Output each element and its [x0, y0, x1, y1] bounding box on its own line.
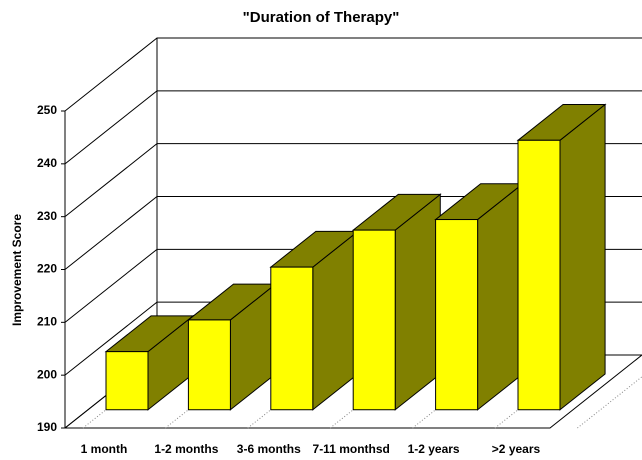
y-tick-label: 190 [37, 420, 57, 434]
grid-line [64, 143, 642, 218]
chart-title: "Duration of Therapy" [243, 9, 400, 26]
bar [105, 351, 149, 411]
x-tick-label: 1-2 years [408, 442, 460, 456]
grid-line [64, 37, 642, 112]
y-tick-label: 220 [37, 262, 57, 276]
bar [187, 319, 231, 411]
y-tick-label: 250 [37, 103, 57, 117]
bar-side [559, 103, 606, 411]
y-tick-label: 200 [37, 367, 57, 381]
bar [270, 266, 314, 411]
x-tick-label: >2 years [492, 442, 541, 456]
floor-front [65, 354, 642, 429]
x-tick-label: 3-6 months [237, 442, 301, 456]
y-tick-label: 240 [37, 156, 57, 170]
bar [517, 139, 561, 411]
x-tick-label: 1-2 months [154, 442, 218, 456]
bar-side [394, 193, 441, 411]
bar-side [477, 182, 524, 411]
x-tick-label: 7-11 monthsd [313, 442, 390, 456]
bar [352, 229, 396, 411]
x-tick-label: 1 month [81, 442, 128, 456]
grid-line [64, 90, 642, 165]
y-axis-label: Improvement Score [10, 214, 24, 326]
y-tick-label: 230 [37, 209, 57, 223]
bar [435, 219, 479, 411]
y-tick-label: 210 [37, 315, 57, 329]
